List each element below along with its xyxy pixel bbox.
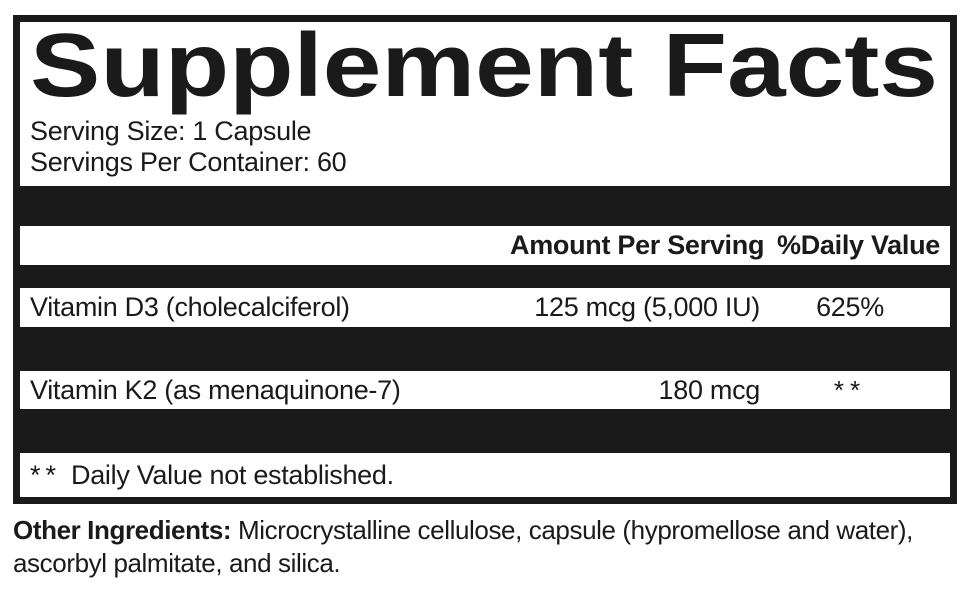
supplement-facts-panel: Supplement Facts Serving Size: 1 Capsule… [13,15,957,504]
other-ingredients: Other Ingredients: Microcrystalline cell… [13,514,971,580]
table-row-vitamin-d3: Vitamin D3 (cholecalciferol) 125 mcg (5,… [20,288,950,327]
other-ingredients-text: Microcrystalline cellulose, capsule (hyp… [13,515,913,578]
other-ingredients-label: Other Ingredients: [13,515,232,545]
serving-size-line: Serving Size: 1 Capsule [30,116,312,146]
footnote: ** Daily Value not established. [20,453,950,497]
column-header-amount: Amount Per Serving [510,230,765,260]
nutrient-daily-value: ** [833,374,867,405]
nutrient-name: Vitamin D3 (cholecalciferol) [30,292,350,322]
footnote-text: Daily Value not established. [71,459,394,490]
divider-bar-top [20,186,950,226]
nutrient-amount: 180 mcg [658,374,761,405]
nutrient-daily-value: 625% [816,292,884,322]
divider-bar-middle [20,327,950,371]
table-header-row: Amount Per Serving %Daily Value [20,226,950,265]
divider-bar-under-header [20,265,950,288]
footnote-marker: ** [30,459,62,490]
servings-per-container-line: Servings Per Container: 60 [30,147,347,177]
panel-title: Supplement Facts [30,16,938,116]
panel-title-graphic: Supplement Facts [30,22,938,116]
nutrient-name: Vitamin K2 (as menaquinone-7) [30,374,401,405]
column-header-daily-value: %Daily Value [777,230,940,260]
nutrient-amount: 125 mcg (5,000 IU) [534,292,760,322]
divider-bar-bottom [20,409,950,453]
table-row-vitamin-k2: Vitamin K2 (as menaquinone-7) 180 mcg ** [20,371,950,409]
